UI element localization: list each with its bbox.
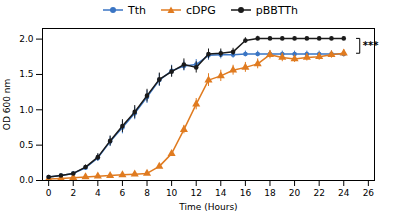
svg-text:10: 10: [166, 188, 178, 198]
svg-text:12: 12: [190, 188, 201, 198]
svg-text:14: 14: [215, 188, 227, 198]
svg-text:2: 2: [70, 188, 76, 198]
html-text:Tth: Tth: [128, 3, 146, 17]
svg-text:20: 20: [289, 188, 301, 198]
svg-text:24: 24: [338, 188, 350, 198]
svg-text:2.0: 2.0: [19, 34, 34, 44]
svg-text:0.0: 0.0: [19, 175, 34, 185]
svg-text:8: 8: [144, 188, 150, 198]
svg-text:18: 18: [264, 188, 276, 198]
svg-text:1.5: 1.5: [19, 69, 33, 79]
svg-text:4: 4: [95, 188, 101, 198]
svg-text:***: ***: [363, 40, 379, 51]
svg-text:22: 22: [313, 188, 324, 198]
svg-text:6: 6: [120, 188, 126, 198]
svg-text:26: 26: [363, 188, 375, 198]
svg-text:0: 0: [46, 188, 52, 198]
html-text:pBBTTh: pBBTTh: [255, 3, 298, 17]
svg-text:OD 600 nm: OD 600 nm: [2, 79, 12, 130]
svg-text:0.5: 0.5: [19, 140, 33, 150]
svg-text:1.0: 1.0: [19, 105, 34, 115]
html-text:cDPG: cDPG: [186, 3, 216, 17]
svg-text:16: 16: [240, 188, 252, 198]
svg-text:Time (Hours): Time (Hours): [178, 202, 237, 212]
